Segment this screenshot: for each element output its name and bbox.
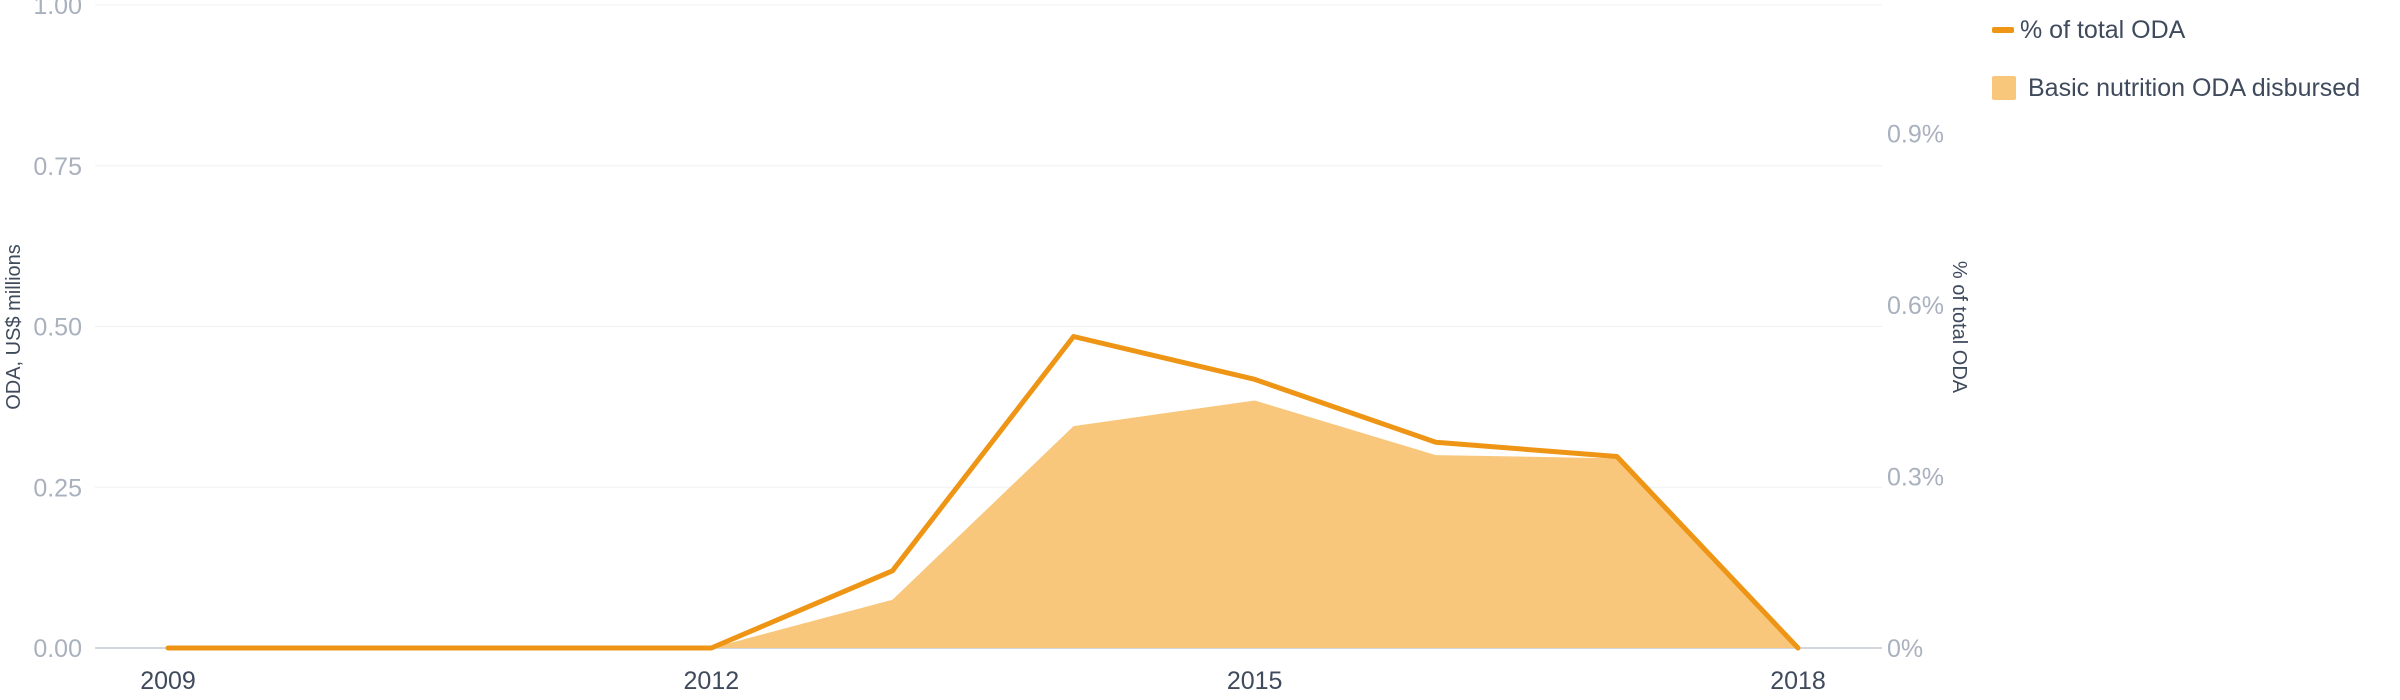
- left-axis-ticks: 0.00 0.25 0.50 0.75 1.00: [33, 0, 82, 663]
- left-tick-label: 0.75: [33, 153, 82, 181]
- legend-label-area: Basic nutrition ODA disbursed: [2028, 73, 2361, 102]
- right-tick-label: 0.6%: [1887, 292, 1944, 320]
- line-swatch-icon: [1992, 27, 2014, 33]
- line-percent-total-oda: [165, 334, 1801, 651]
- x-tick-label: 2018: [1770, 667, 1826, 695]
- left-tick-label: 0.25: [33, 474, 82, 502]
- area-basic-nutrition-oda: [168, 400, 1798, 648]
- left-tick-label: 0.50: [33, 314, 82, 342]
- area-swatch-icon: [1992, 76, 2016, 100]
- right-axis-ticks: 0% 0.3% 0.6% 0.9%: [1887, 121, 1944, 663]
- line-series: [165, 334, 1801, 651]
- x-tick-label: 2012: [684, 667, 740, 695]
- left-tick-label: 1.00: [33, 0, 82, 20]
- legend: % of total ODA Basic nutrition ODA disbu…: [1992, 12, 2360, 128]
- legend-label-line: % of total ODA: [2020, 15, 2186, 44]
- area-series: [168, 400, 1798, 648]
- legend-item-area[interactable]: Basic nutrition ODA disbursed: [1992, 70, 2360, 106]
- x-tick-label: 2015: [1227, 667, 1283, 695]
- x-axis-ticks: 2009 2012 2015 2018: [140, 667, 1826, 695]
- legend-item-line[interactable]: % of total ODA: [1992, 12, 2360, 48]
- left-axis-title: ODA, US$ millions: [3, 244, 25, 410]
- right-tick-label: 0.3%: [1887, 464, 1944, 492]
- right-tick-label: 0%: [1887, 635, 1923, 663]
- left-tick-label: 0.00: [33, 635, 82, 663]
- right-tick-label: 0.9%: [1887, 121, 1944, 149]
- x-tick-label: 2009: [140, 667, 196, 695]
- right-axis-title: % of total ODA: [1948, 261, 1970, 394]
